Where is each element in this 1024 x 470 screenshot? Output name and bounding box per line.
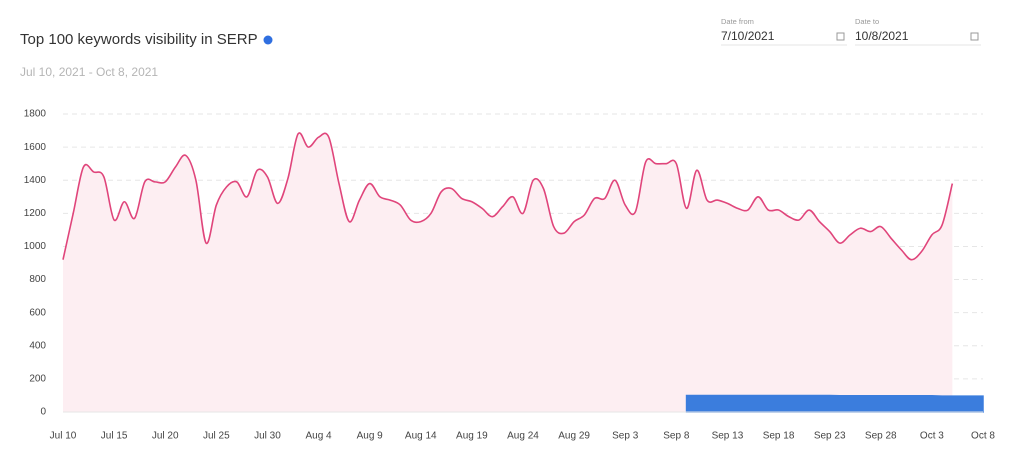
x-tick-label: Sep 8	[663, 431, 690, 442]
chart-subtitle: Jul 10, 2021 - Oct 8, 2021	[20, 65, 158, 79]
area	[63, 132, 953, 412]
y-tick-label: 1800	[24, 109, 47, 120]
x-tick-label: Oct 8	[971, 431, 995, 442]
date-to-value: 10/8/2021	[855, 29, 909, 43]
date-to-input[interactable]: Date to 10/8/2021	[855, 17, 981, 46]
x-tick-label: Aug 14	[405, 431, 437, 442]
x-tick-label: Jul 10	[50, 431, 77, 442]
calendar-icon	[970, 32, 979, 41]
title-dot	[263, 35, 273, 45]
x-tick-label: Aug 29	[558, 431, 590, 442]
y-tick-label: 600	[29, 307, 46, 318]
x-tick-label: Jul 15	[101, 431, 128, 442]
calendar-icon	[836, 32, 845, 41]
chart-title: Top 100 keywords visibility in SERP	[20, 31, 258, 48]
x-tick-label: Aug 24	[507, 431, 539, 442]
y-tick-label: 200	[29, 374, 46, 385]
y-tick-label: 1200	[24, 208, 47, 219]
area	[685, 394, 984, 413]
date-from-input[interactable]: Date from 7/10/2021	[721, 17, 847, 46]
x-tick-label: Jul 25	[203, 431, 230, 442]
x-tick-label: Jul 20	[152, 431, 179, 442]
x-tick-label: Sep 18	[763, 431, 795, 442]
y-tick-label: 0	[40, 407, 46, 418]
x-tick-label: Sep 13	[712, 431, 744, 442]
x-tick-label: Sep 3	[612, 431, 639, 442]
x-tick-label: Aug 19	[456, 431, 488, 442]
y-tick-label: 1000	[24, 241, 47, 252]
x-tick-label: Oct 3	[920, 431, 944, 442]
x-tick-label: Aug 9	[357, 431, 384, 442]
x-tick-label: Sep 23	[814, 431, 846, 442]
y-tick-label: 1400	[24, 175, 47, 186]
x-tick-label: Jul 30	[254, 431, 281, 442]
line	[62, 132, 954, 261]
date-to-label: Date to	[855, 17, 879, 26]
x-tick-label: Aug 4	[305, 431, 332, 442]
x-tick-label: Sep 28	[865, 431, 897, 442]
date-from-value: 7/10/2021	[721, 29, 775, 43]
y-tick-label: 400	[29, 340, 46, 351]
date-from-label: Date from	[721, 17, 754, 26]
y-tick-label: 1600	[24, 142, 47, 153]
y-tick-label: 800	[29, 274, 46, 285]
